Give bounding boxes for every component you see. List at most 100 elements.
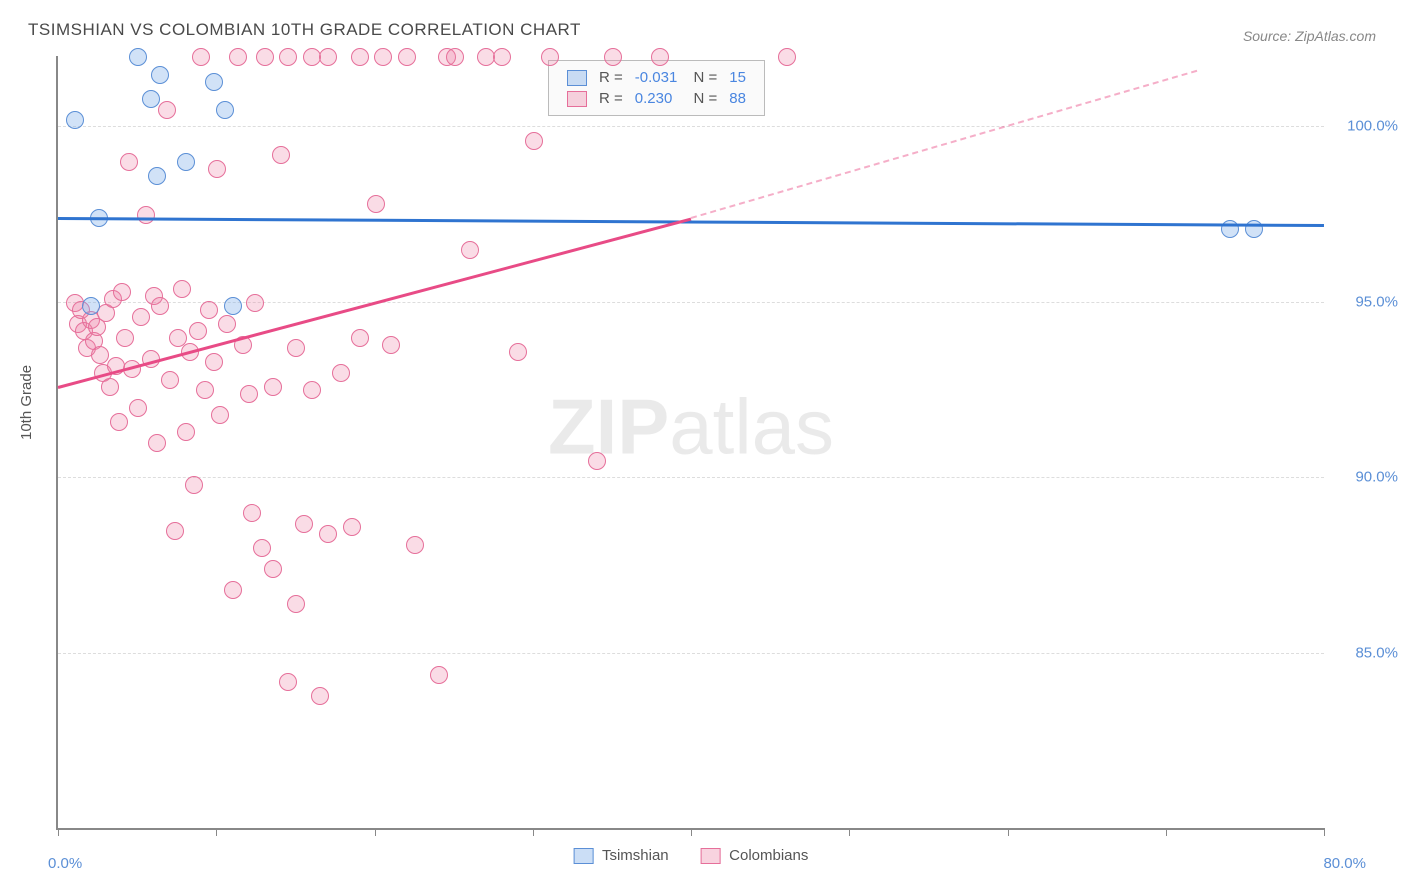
scatter-point-pink bbox=[398, 48, 416, 66]
scatter-point-pink bbox=[493, 48, 511, 66]
scatter-point-pink bbox=[196, 381, 214, 399]
scatter-point-pink bbox=[211, 406, 229, 424]
chart-title: TSIMSHIAN VS COLOMBIAN 10TH GRADE CORREL… bbox=[28, 20, 581, 40]
scatter-point-pink bbox=[279, 48, 297, 66]
scatter-point-pink bbox=[218, 315, 236, 333]
scatter-point-pink bbox=[374, 48, 392, 66]
scatter-point-pink bbox=[205, 353, 223, 371]
scatter-point-pink bbox=[509, 343, 527, 361]
scatter-point-pink bbox=[287, 339, 305, 357]
scatter-point-pink bbox=[120, 153, 138, 171]
scatter-point-pink bbox=[303, 381, 321, 399]
legend-swatch-pink bbox=[567, 91, 587, 107]
scatter-point-pink bbox=[253, 539, 271, 557]
x-tick bbox=[1008, 828, 1009, 836]
scatter-point-blue bbox=[82, 297, 100, 315]
scatter-point-pink bbox=[430, 666, 448, 684]
scatter-point-pink bbox=[189, 322, 207, 340]
scatter-point-pink bbox=[177, 423, 195, 441]
y-tick-label: 100.0% bbox=[1347, 118, 1398, 135]
chart-container: TSIMSHIAN VS COLOMBIAN 10TH GRADE CORREL… bbox=[0, 0, 1406, 892]
gridline bbox=[58, 126, 1324, 127]
scatter-point-pink bbox=[351, 48, 369, 66]
scatter-point-pink bbox=[137, 206, 155, 224]
scatter-point-blue bbox=[129, 48, 147, 66]
y-tick-label: 85.0% bbox=[1355, 644, 1398, 661]
legend-bottom: Tsimshian Colombians bbox=[560, 847, 823, 864]
scatter-point-pink bbox=[224, 581, 242, 599]
scatter-point-pink bbox=[185, 476, 203, 494]
scatter-point-pink bbox=[256, 48, 274, 66]
scatter-point-pink bbox=[332, 364, 350, 382]
scatter-point-pink bbox=[367, 195, 385, 213]
scatter-point-pink bbox=[461, 241, 479, 259]
scatter-point-pink bbox=[264, 378, 282, 396]
scatter-point-pink bbox=[351, 329, 369, 347]
x-axis-max-label: 80.0% bbox=[1323, 855, 1366, 872]
scatter-point-blue bbox=[151, 66, 169, 84]
scatter-point-pink bbox=[158, 101, 176, 119]
x-tick bbox=[1324, 828, 1325, 836]
scatter-point-pink bbox=[588, 452, 606, 470]
scatter-point-pink bbox=[279, 673, 297, 691]
scatter-point-blue bbox=[148, 167, 166, 185]
n-value-pink: 88 bbox=[723, 88, 752, 109]
scatter-point-pink bbox=[319, 48, 337, 66]
x-tick bbox=[1166, 828, 1167, 836]
scatter-point-pink bbox=[192, 48, 210, 66]
scatter-point-pink bbox=[525, 132, 543, 150]
scatter-point-pink bbox=[129, 399, 147, 417]
scatter-point-pink bbox=[91, 346, 109, 364]
legend-label-colombians: Colombians bbox=[729, 847, 808, 864]
n-value-blue: 15 bbox=[723, 67, 752, 88]
scatter-point-pink bbox=[541, 48, 559, 66]
r-value-blue: -0.031 bbox=[629, 67, 684, 88]
x-tick bbox=[375, 828, 376, 836]
scatter-point-pink bbox=[200, 301, 218, 319]
legend-swatch-blue bbox=[567, 70, 587, 86]
scatter-point-blue bbox=[177, 153, 195, 171]
scatter-point-blue bbox=[205, 73, 223, 91]
scatter-point-pink bbox=[113, 283, 131, 301]
scatter-point-pink bbox=[651, 48, 669, 66]
x-tick bbox=[849, 828, 850, 836]
scatter-point-pink bbox=[240, 385, 258, 403]
legend-swatch-blue-bottom bbox=[574, 848, 594, 864]
scatter-point-blue bbox=[66, 111, 84, 129]
x-tick bbox=[58, 828, 59, 836]
scatter-point-pink bbox=[229, 48, 247, 66]
scatter-point-pink bbox=[295, 515, 313, 533]
scatter-point-pink bbox=[151, 297, 169, 315]
scatter-point-pink bbox=[272, 146, 290, 164]
legend-label-tsimshian: Tsimshian bbox=[602, 847, 669, 864]
scatter-point-pink bbox=[161, 371, 179, 389]
scatter-point-blue bbox=[142, 90, 160, 108]
gridline bbox=[58, 653, 1324, 654]
y-tick-label: 90.0% bbox=[1355, 469, 1398, 486]
scatter-point-pink bbox=[287, 595, 305, 613]
scatter-point-pink bbox=[319, 525, 337, 543]
plot-area: ZIPatlas R = -0.031 N = 15 R = 0.230 N =… bbox=[56, 56, 1324, 830]
scatter-point-pink bbox=[110, 413, 128, 431]
x-tick bbox=[691, 828, 692, 836]
y-axis-label: 10th Grade bbox=[18, 365, 35, 440]
scatter-point-pink bbox=[446, 48, 464, 66]
scatter-point-pink bbox=[243, 504, 261, 522]
y-tick-label: 95.0% bbox=[1355, 293, 1398, 310]
x-tick bbox=[216, 828, 217, 836]
source-attribution: Source: ZipAtlas.com bbox=[1243, 28, 1376, 44]
scatter-point-pink bbox=[116, 329, 134, 347]
scatter-point-pink bbox=[166, 522, 184, 540]
x-axis-min-label: 0.0% bbox=[48, 855, 82, 872]
scatter-point-blue bbox=[216, 101, 234, 119]
scatter-point-pink bbox=[406, 536, 424, 554]
scatter-point-pink bbox=[778, 48, 796, 66]
legend-swatch-pink-bottom bbox=[701, 848, 721, 864]
scatter-point-pink bbox=[264, 560, 282, 578]
scatter-point-pink bbox=[101, 378, 119, 396]
x-tick bbox=[533, 828, 534, 836]
r-value-pink: 0.230 bbox=[629, 88, 684, 109]
scatter-point-pink bbox=[173, 280, 191, 298]
scatter-point-pink bbox=[208, 160, 226, 178]
legend-row-tsimshian: R = -0.031 N = 15 bbox=[561, 67, 752, 88]
